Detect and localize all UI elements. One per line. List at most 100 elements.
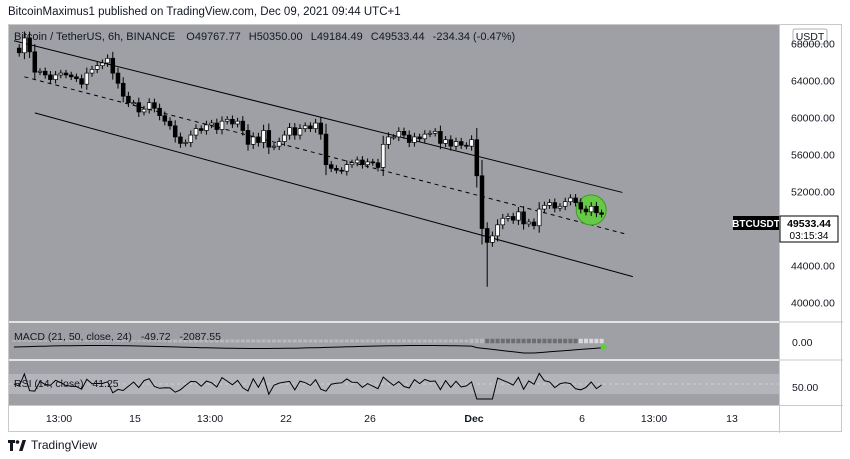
candle-body xyxy=(328,164,334,169)
macd-bar xyxy=(32,340,37,342)
candle-body xyxy=(100,62,105,67)
candle-body xyxy=(224,118,230,122)
macd-bar xyxy=(277,339,282,343)
candle-body xyxy=(235,120,240,125)
macd-bar xyxy=(573,338,578,344)
candle-body xyxy=(256,136,261,143)
candle-body xyxy=(146,102,152,110)
macd-bar xyxy=(168,339,172,343)
macd-bar xyxy=(12,340,16,342)
macd-bar xyxy=(344,339,349,343)
macd-bar xyxy=(485,338,490,344)
chart-canvas[interactable]: Bitcoin / TetherUS, 6h, BINANCE O49767.7… xyxy=(9,25,843,433)
macd-bar xyxy=(334,339,339,343)
macd-bar xyxy=(537,338,542,344)
time-axis[interactable]: 13:00 15 13:00 22 26 Dec 6 13:00 13 xyxy=(46,413,738,425)
change-value: -234.34 (-0.47%) xyxy=(433,31,516,43)
macd-bar xyxy=(318,339,323,343)
candle-body xyxy=(188,134,194,143)
macd-bar xyxy=(58,340,63,342)
candle-body xyxy=(583,208,589,213)
macd-bar xyxy=(495,338,500,344)
time-tick-label: 13:00 xyxy=(641,413,667,425)
candle-body xyxy=(22,37,27,54)
candle-body xyxy=(240,120,246,131)
macd-line xyxy=(13,345,602,354)
candle-body xyxy=(105,57,110,64)
macd-bar xyxy=(90,340,94,342)
rsi-value: 41.25 xyxy=(92,378,118,390)
candle-body xyxy=(219,120,225,130)
macd-bar xyxy=(443,339,448,343)
candle-body xyxy=(126,95,131,104)
price-axis[interactable]: 68000.00 64000.00 60000.00 56000.00 52000.00… xyxy=(791,39,835,310)
candle-body xyxy=(209,122,214,126)
candle-body xyxy=(521,211,526,225)
candle-body xyxy=(599,212,604,215)
macd-bar xyxy=(48,340,53,342)
macd-bar xyxy=(199,339,204,343)
macd-bar xyxy=(157,340,162,342)
candle-body xyxy=(37,70,43,73)
candle-body xyxy=(16,47,22,54)
candle-body xyxy=(386,136,391,145)
candle-body xyxy=(115,72,121,84)
macd-bar xyxy=(511,338,516,344)
candle-body xyxy=(261,130,266,143)
macd-value-1: -49.72 xyxy=(141,331,171,343)
macd-bar xyxy=(240,339,245,343)
candle-body xyxy=(276,141,282,147)
macd-bar xyxy=(563,338,568,344)
candle-body xyxy=(74,76,79,79)
symbol-info: Bitcoin / TetherUS, 6h, BINANCE O49767.7… xyxy=(14,31,515,43)
macd-bar xyxy=(599,338,604,344)
macd-bar xyxy=(142,340,146,342)
candle-body xyxy=(552,202,558,209)
candle-body xyxy=(510,216,516,221)
low-label: L xyxy=(311,31,317,43)
macd-bar xyxy=(433,339,438,343)
macd-bar xyxy=(105,340,110,342)
macd-bar xyxy=(194,339,198,343)
macd-bar xyxy=(251,339,256,343)
candle-body xyxy=(292,127,298,136)
macd-bar xyxy=(474,338,479,344)
price-tick-label: 68000.00 xyxy=(791,39,835,51)
candle-body xyxy=(568,197,573,203)
chart-panel[interactable]: Bitcoin / TetherUS, 6h, BINANCE O49767.7… xyxy=(8,24,843,433)
candle-body xyxy=(401,131,407,136)
candle-body xyxy=(63,72,69,76)
candle-body xyxy=(396,131,402,138)
high-value: 50350.00 xyxy=(257,31,303,43)
candle-body xyxy=(42,70,48,76)
macd-bar xyxy=(235,339,240,343)
macd-bar xyxy=(17,340,22,342)
macd-bar xyxy=(469,338,474,344)
currency-box[interactable] xyxy=(792,28,828,45)
macd-bar xyxy=(287,339,292,343)
macd-bar xyxy=(95,340,100,342)
macd-bar xyxy=(214,339,219,343)
macd-bar xyxy=(355,339,360,343)
macd-bar xyxy=(100,340,105,342)
price-tick-label: 56000.00 xyxy=(791,150,835,162)
macd-bar xyxy=(292,339,297,343)
tradingview-logo-icon[interactable] xyxy=(8,439,26,451)
channel-upper-line xyxy=(13,40,623,193)
time-tick-label: 6 xyxy=(579,413,585,425)
macd-bar xyxy=(584,338,588,344)
candle-body xyxy=(354,159,360,164)
macd-bar xyxy=(339,339,344,343)
candle-body xyxy=(323,133,329,166)
candle-body xyxy=(495,224,500,237)
symbol-tag-label: BTCUSDT xyxy=(732,219,780,230)
candle-body xyxy=(313,122,318,129)
candle-body xyxy=(339,169,344,172)
macd-bar xyxy=(225,339,230,343)
macd-bar xyxy=(376,339,380,343)
macd-bar xyxy=(261,339,266,343)
candle-body xyxy=(360,159,365,166)
macd-bar xyxy=(126,340,131,342)
macd-bar xyxy=(162,340,167,342)
macd-bar xyxy=(43,340,48,342)
